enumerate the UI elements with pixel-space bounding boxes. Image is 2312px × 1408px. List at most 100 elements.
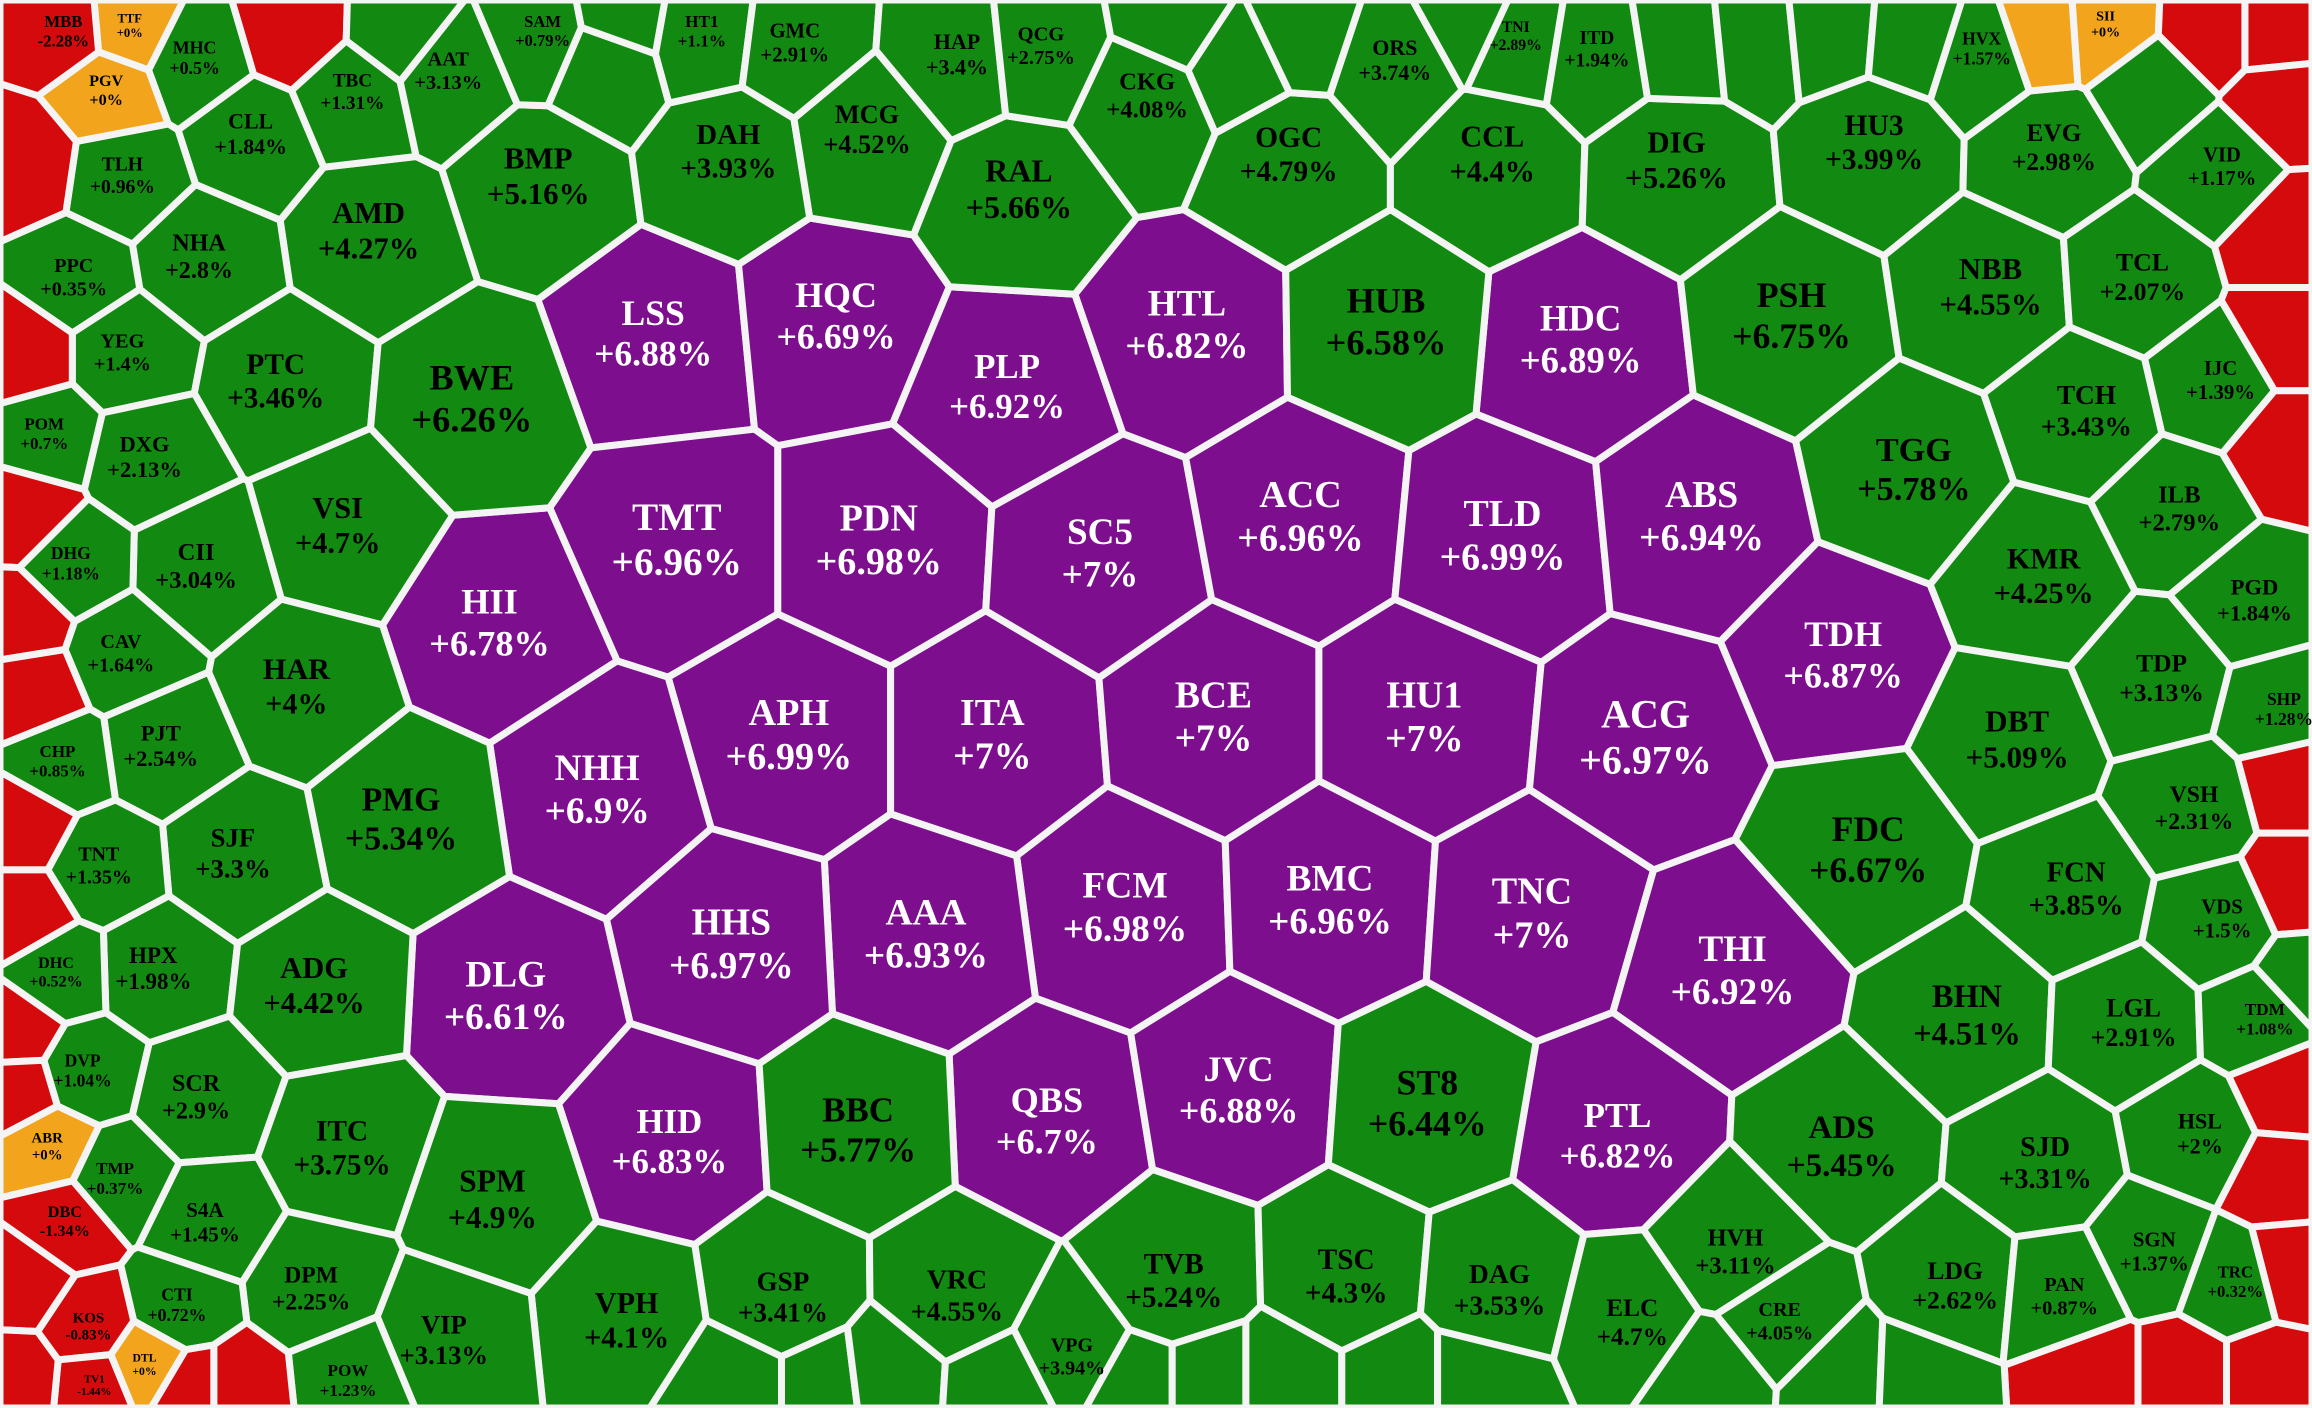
stock-cell — [2236, 829, 2312, 939]
ticker: DAG — [1469, 1258, 1530, 1289]
change: +6.92% — [1671, 972, 1795, 1013]
ticker: CLL — [228, 109, 273, 134]
stock-cell — [738, 0, 883, 122]
ticker: QBS — [1011, 1080, 1083, 1120]
change: -0.83% — [66, 1327, 112, 1343]
ticker: HAP — [934, 29, 980, 54]
ticker: BCE — [1175, 675, 1252, 716]
ticker: SCR — [172, 1071, 221, 1097]
stock-cell — [872, 0, 1010, 145]
change: +4% — [265, 687, 327, 721]
change: +3.99% — [1825, 144, 1923, 176]
ticker: MHC — [173, 37, 217, 57]
stock-cell — [147, 1341, 218, 1408]
ticker: VRC — [927, 1265, 987, 1296]
ticker: ADG — [280, 951, 348, 985]
ticker: TDP — [2136, 649, 2187, 678]
change: +1.23% — [320, 1381, 377, 1400]
ticker: ABS — [1665, 475, 1738, 516]
stock-cell — [0, 279, 76, 407]
stock-cell — [1434, 1326, 1579, 1408]
change: +0.87% — [2031, 1297, 2098, 1319]
change: +6.98% — [816, 541, 942, 583]
change: +4.08% — [1106, 97, 1188, 124]
stock-cell — [373, 1245, 547, 1408]
ticker: PTC — [246, 349, 305, 381]
change: +2.91% — [760, 44, 829, 66]
ticker: PTL — [1584, 1096, 1652, 1135]
ticker: GMC — [769, 21, 820, 43]
change: +0% — [132, 1365, 156, 1378]
ticker: DHG — [51, 543, 91, 563]
change: +4.4% — [1449, 154, 1534, 188]
ticker: SHP — [2267, 689, 2301, 709]
change: +0% — [89, 91, 123, 109]
change: +6.99% — [1440, 537, 1566, 579]
ticker: NBB — [1959, 252, 2022, 286]
ticker: ACG — [1601, 691, 1690, 736]
ticker: JVC — [1204, 1049, 1274, 1089]
change: -1.44% — [77, 1386, 111, 1398]
change: +0.72% — [148, 1305, 207, 1325]
stock-cell — [1409, 0, 1512, 94]
ticker: BMC — [1286, 858, 1373, 899]
stock-cell — [990, 0, 1115, 129]
ticker: PLP — [974, 347, 1040, 386]
ticker: BBC — [822, 1090, 894, 1129]
change: +2.75% — [1007, 47, 1075, 69]
ticker: YEG — [100, 330, 144, 352]
change: +4.42% — [263, 986, 364, 1020]
ticker: CTI — [161, 1285, 193, 1305]
change: +3.74% — [1359, 60, 1432, 85]
change: +3.75% — [293, 1149, 390, 1181]
change: +3.43% — [2041, 412, 2132, 442]
ticker: ELC — [1606, 1294, 1658, 1322]
change: +7% — [1493, 914, 1572, 956]
ticker: PGD — [2231, 574, 2279, 599]
stock-cell — [0, 1056, 61, 1140]
change: +0.52% — [29, 973, 82, 990]
change: +2.98% — [2012, 148, 2096, 176]
ticker: HU1 — [1386, 674, 1462, 716]
ticker: GSP — [757, 1266, 810, 1296]
stock-cell — [1994, 0, 2082, 95]
ticker: THI — [1698, 929, 1766, 970]
ticker: CKG — [1119, 68, 1175, 95]
ticker: TLD — [1464, 493, 1542, 535]
stock-cell — [0, 866, 83, 970]
ticker: VSI — [312, 491, 363, 525]
change: +1.18% — [42, 563, 100, 583]
change: +6.93% — [864, 935, 988, 976]
ticker: PDN — [840, 497, 918, 539]
ticker: PPC — [54, 255, 93, 277]
change: +1.08% — [2236, 1020, 2293, 1039]
ticker: HID — [637, 1102, 703, 1141]
change: +6.88% — [594, 334, 712, 374]
change: +0.37% — [87, 1179, 144, 1198]
change: +5.78% — [1857, 471, 1971, 508]
change: +6.75% — [1732, 316, 1851, 356]
change: +6.69% — [776, 316, 895, 356]
change: +2.07% — [2100, 277, 2186, 306]
change: +1.57% — [1953, 49, 2011, 69]
change: +6.97% — [1579, 737, 1712, 782]
ticker: BHN — [1932, 979, 2002, 1015]
ticker: HQC — [795, 275, 877, 315]
change: +7% — [1062, 555, 1139, 596]
change: +0.7% — [20, 434, 68, 453]
ticker: TCH — [2057, 380, 2116, 410]
change: +2.54% — [123, 746, 198, 771]
ticker: APH — [749, 692, 830, 734]
ticker: ST8 — [1396, 1062, 1458, 1102]
ticker: TMP — [96, 1159, 134, 1178]
labels: LSS+6.88%HQC+6.69%PLP+6.92%HTL+6.82%HDC+… — [20, 9, 2312, 1400]
stock-cell — [1184, 0, 1294, 137]
ticker: ORS — [1372, 35, 1417, 60]
ticker: TRC — [2218, 1262, 2253, 1281]
ticker: ABR — [32, 1130, 64, 1146]
change: +5.66% — [966, 189, 1072, 225]
change: +1.35% — [66, 867, 132, 889]
change: +2.89% — [1490, 37, 1542, 54]
stock-cell — [2000, 1315, 2142, 1408]
ticker: VPH — [595, 1286, 659, 1320]
